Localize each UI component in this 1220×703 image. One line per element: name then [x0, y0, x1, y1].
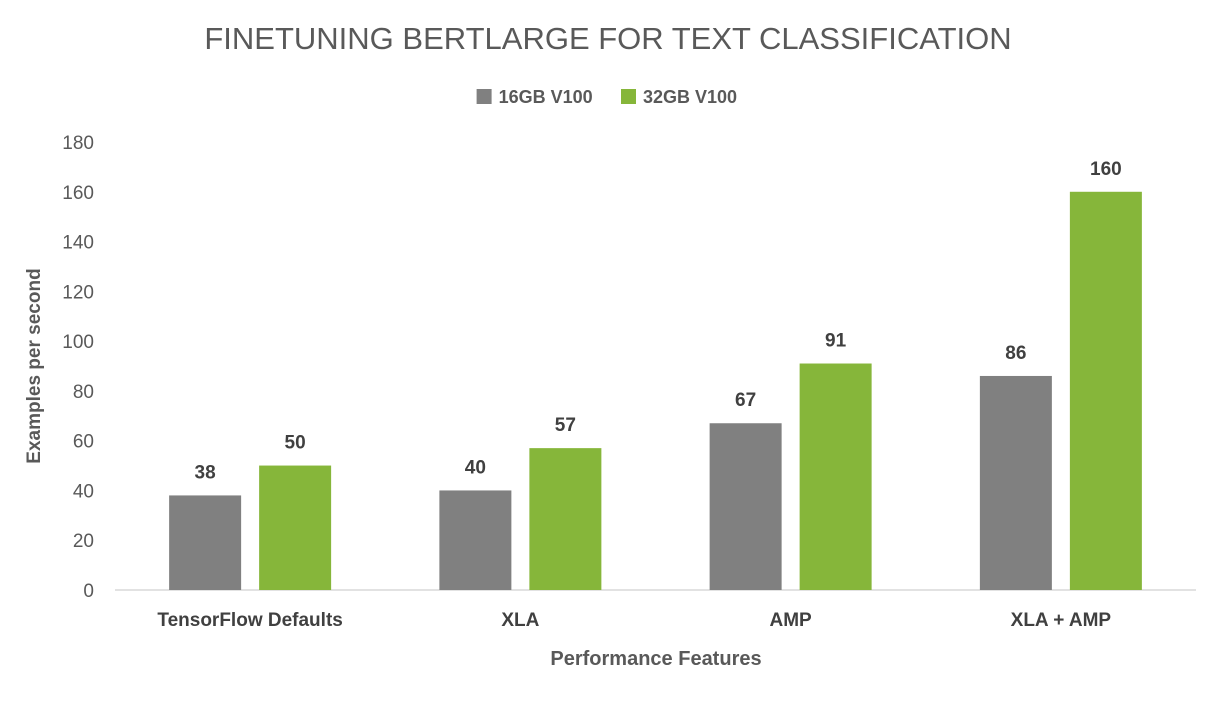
bar-value-label: 38 — [195, 462, 216, 483]
bar-series-2 — [529, 448, 602, 590]
bar-series-2 — [259, 465, 332, 590]
x-tick-label: TensorFlow Defaults — [157, 610, 342, 631]
y-tick-label: 60 — [73, 432, 94, 453]
x-tick-label: XLA + AMP — [1011, 610, 1112, 631]
x-tick-label: XLA — [501, 610, 539, 631]
y-tick-label: 120 — [62, 282, 94, 303]
y-tick-label: 20 — [73, 531, 94, 552]
y-tick-label: 160 — [62, 183, 94, 204]
chart-title: FINETUNING BERTLARGE FOR TEXT CLASSIFICA… — [204, 21, 1011, 56]
legend-swatch — [621, 89, 636, 104]
bar-value-label: 40 — [465, 457, 486, 478]
bar-value-label: 67 — [735, 390, 756, 411]
legend-label: 16GB V100 — [499, 87, 593, 107]
bar-series-2 — [1069, 191, 1142, 590]
bar-value-label: 50 — [285, 433, 306, 454]
bar-value-labels: 38 50 40 57 67 91 86 160 — [195, 159, 1122, 484]
bar-series-1 — [439, 490, 512, 590]
bar-value-label: 91 — [825, 331, 847, 352]
bar-value-label: 160 — [1090, 159, 1122, 180]
x-axis-label: Performance Features — [550, 648, 761, 670]
legend-swatch — [476, 89, 492, 104]
bar-series-2 — [799, 363, 872, 590]
bar-series-1 — [979, 375, 1052, 590]
y-tick-label: 0 — [83, 581, 94, 602]
y-axis-label: Examples per second — [24, 268, 45, 463]
bars — [169, 191, 1142, 590]
bar-series-1 — [169, 495, 242, 590]
y-tick-label: 180 — [62, 133, 94, 154]
bar-value-label: 86 — [1005, 343, 1026, 364]
y-axis-ticks: 0 20 40 60 80 100 120 140 160 180 — [62, 133, 94, 602]
legend: 16GB V100 32GB V100 — [476, 87, 737, 107]
bar-value-label: 57 — [555, 415, 576, 436]
x-tick-label: AMP — [770, 610, 813, 631]
bar-series-1 — [709, 423, 782, 590]
y-tick-label: 100 — [62, 332, 94, 353]
legend-label: 32GB V100 — [643, 87, 737, 107]
y-tick-label: 140 — [62, 233, 94, 254]
y-tick-label: 80 — [73, 382, 94, 403]
x-axis-ticks: TensorFlow Defaults XLA AMP XLA + AMP — [157, 610, 1111, 631]
y-tick-label: 40 — [73, 481, 94, 502]
